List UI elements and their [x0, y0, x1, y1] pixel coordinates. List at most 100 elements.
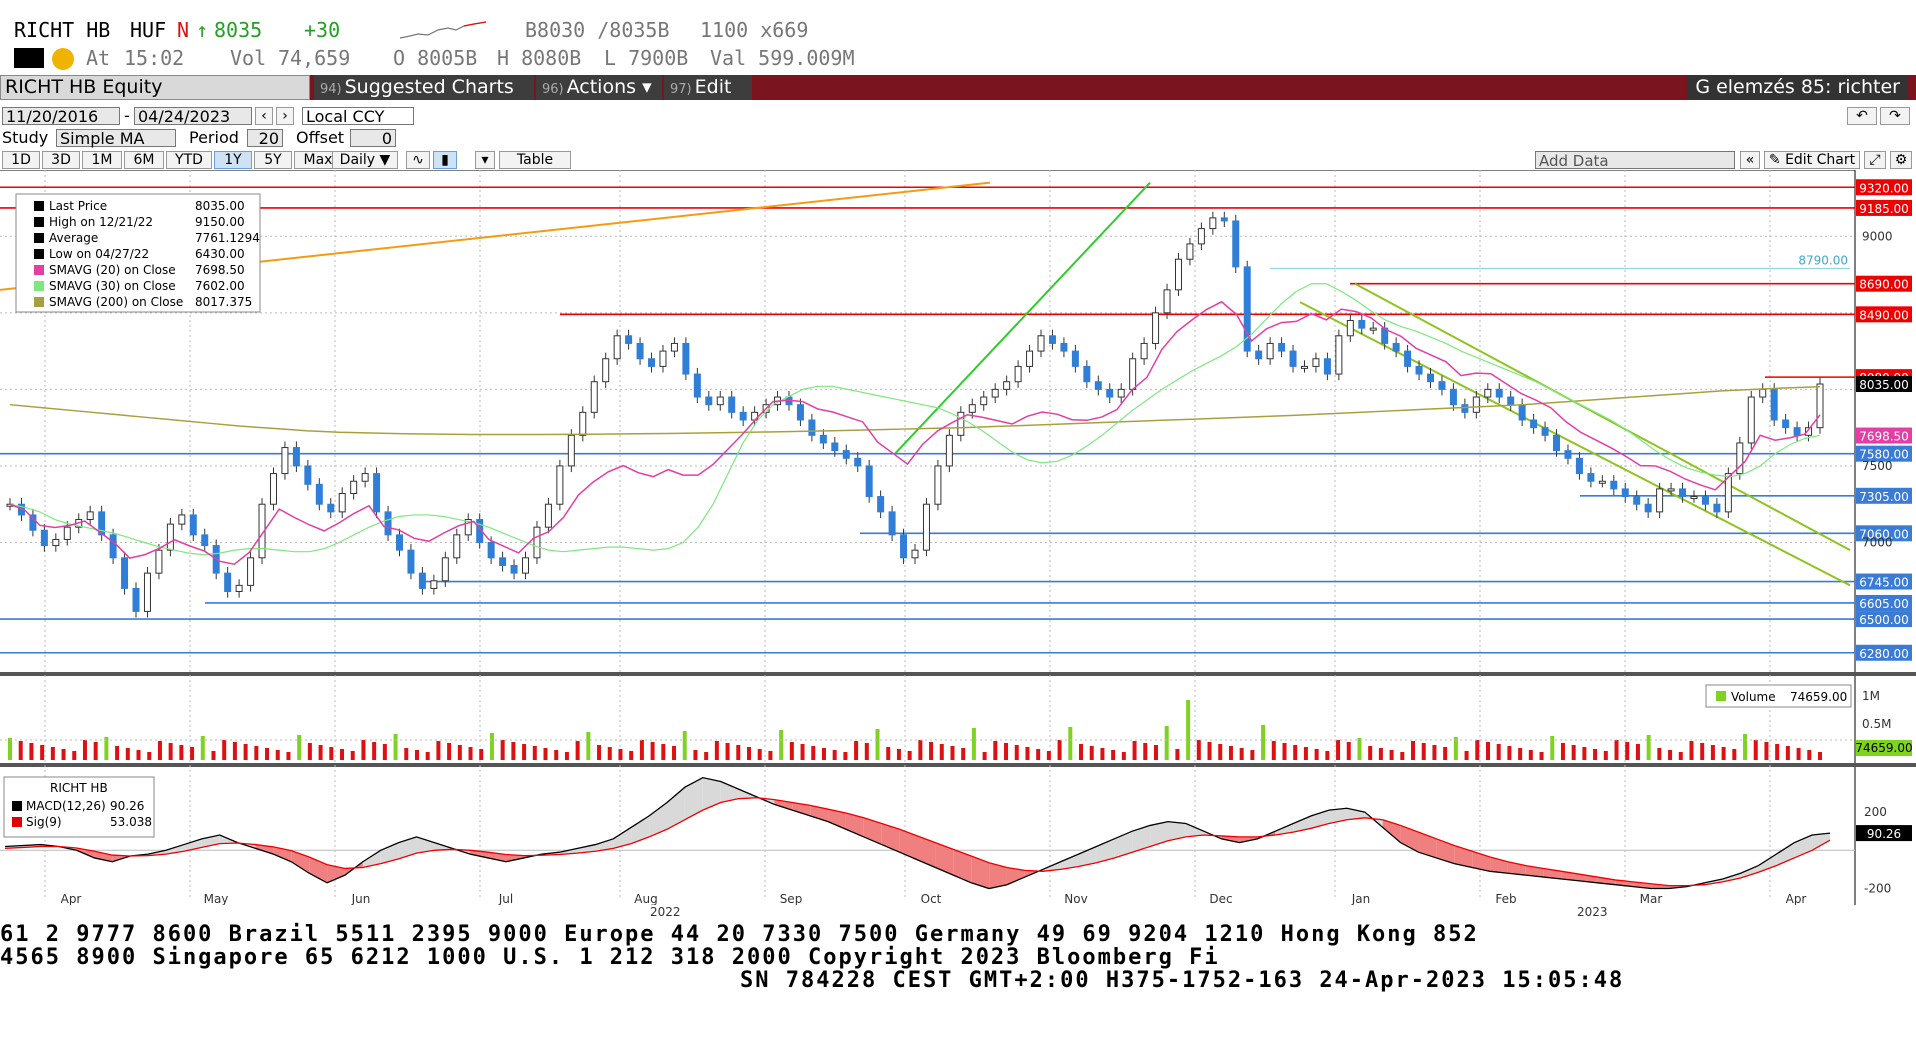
range-6m[interactable]: 6M: [124, 151, 164, 169]
volume-bar: [886, 747, 891, 760]
macd-fill: [1132, 825, 1151, 853]
collapse-icon[interactable]: «: [1740, 151, 1760, 169]
line-chart-icon[interactable]: ∿: [406, 151, 430, 169]
candle-body: [533, 526, 541, 559]
chart-type-dropdown-icon[interactable]: ▾: [475, 151, 495, 169]
legend-swatch: [34, 249, 44, 259]
volume-bar: [1646, 735, 1651, 760]
candle-body: [1575, 457, 1583, 475]
macd-fill: [1651, 883, 1669, 889]
prev-arrow-icon[interactable]: ‹: [255, 107, 273, 125]
candle-body: [1541, 427, 1549, 436]
x-month-label: Sep: [780, 892, 803, 905]
volume-bar: [414, 750, 419, 760]
volume-bar: [1721, 747, 1726, 760]
x-month-label: Feb: [1495, 892, 1516, 905]
price-legend: Last Price 8035.00 High on 12/21/22 9150.00…: [15, 193, 261, 313]
frequency-select[interactable]: Daily ▼: [332, 151, 398, 169]
volume-bar: [104, 737, 109, 760]
hline-label: 7580.00: [1859, 448, 1909, 462]
macd-fill: [291, 850, 310, 874]
volume-bar: [725, 743, 730, 760]
page-title: G elemzés 85: richter: [1687, 75, 1908, 100]
hline-label-bg: [1856, 275, 1912, 292]
table-button[interactable]: Table: [499, 151, 571, 169]
actions-menu[interactable]: 96) Actions ▾: [536, 75, 662, 100]
volume-bar: [768, 751, 773, 760]
candle-body: [1564, 450, 1572, 459]
macd-fill: [273, 846, 292, 862]
range-1d[interactable]: 1D: [2, 151, 40, 169]
volume-bar: [1678, 752, 1683, 760]
period-field[interactable]: 20: [247, 129, 283, 148]
macd-legend-value: 90.26: [110, 799, 144, 813]
candle-body: [556, 465, 564, 505]
end-date-field[interactable]: 04/24/2023: [134, 107, 252, 126]
volume: 74,659: [278, 46, 351, 70]
volume-bar: [854, 741, 859, 760]
candle-body: [430, 580, 438, 589]
volume-bar: [597, 745, 602, 760]
volume-bar: [1785, 746, 1790, 760]
candle-body: [1805, 427, 1813, 436]
volume-bar: [950, 746, 955, 760]
candle-body: [304, 465, 312, 485]
macd-line: [4, 776, 1831, 890]
at-label: At: [86, 46, 111, 70]
macd-fill: [94, 851, 113, 862]
open-price: O 8005B: [393, 46, 478, 70]
edit-menu[interactable]: 97) Edit ▾: [664, 75, 752, 125]
gauge-icon: [52, 48, 74, 70]
candle-body: [1060, 342, 1068, 352]
range-3d[interactable]: 3D: [42, 151, 80, 169]
candle-body: [1770, 388, 1778, 421]
volume-bar: [479, 749, 484, 760]
study-select[interactable]: Simple MA: [56, 129, 176, 148]
next-arrow-icon[interactable]: ›: [276, 107, 294, 125]
undo-icon[interactable]: ↶: [1847, 107, 1877, 125]
legend-value: 6430.00: [195, 247, 245, 261]
volume-legend-name: Volume: [1731, 690, 1776, 704]
candle-chart-icon[interactable]: ▮: [433, 151, 457, 169]
volume-bar: [29, 743, 34, 760]
candle-body: [338, 493, 346, 513]
currency-select[interactable]: Local CCY: [302, 107, 414, 126]
volume-bar: [457, 745, 462, 760]
candle-body: [132, 587, 140, 612]
volume-bar: [147, 752, 152, 760]
candle-body: [670, 342, 678, 352]
edit-chart-button[interactable]: ✎ Edit Chart: [1764, 151, 1860, 169]
volume-bar: [468, 747, 473, 760]
price-chart[interactable]: 9320.009185.008690.008490.008080.007580.…: [0, 170, 1916, 905]
x-month-label: May: [204, 892, 229, 905]
start-date-field[interactable]: 11/20/2016: [2, 107, 120, 126]
settings-icon[interactable]: ⚙: [1890, 151, 1912, 169]
suggested-charts-menu[interactable]: 94)Suggested Charts ▾: [314, 75, 534, 125]
candle-body: [1243, 266, 1251, 352]
volume-bar: [1453, 737, 1458, 760]
macd-fill: [1185, 823, 1204, 837]
range-1y[interactable]: 1Y: [214, 151, 252, 169]
add-data-field[interactable]: Add Data: [1535, 151, 1735, 170]
volume-bar: [1282, 743, 1287, 760]
macd-fill: [1346, 808, 1365, 820]
macd-fill: [488, 852, 506, 862]
currency: HUF: [130, 18, 167, 42]
hline-label: 6745.00: [1859, 576, 1909, 590]
x-month-label: Jul: [498, 892, 513, 905]
security-field[interactable]: RICHT HB Equity: [0, 75, 310, 100]
redo-icon[interactable]: ↷: [1880, 107, 1910, 125]
candle-body: [155, 549, 163, 574]
candle-body: [636, 342, 644, 360]
range-ytd[interactable]: YTD: [166, 151, 212, 169]
volume-bar: [918, 740, 923, 760]
range-1m[interactable]: 1M: [82, 151, 122, 169]
trendline-channel-low: [1299, 301, 1851, 587]
terminal-icon: [14, 48, 44, 68]
fullscreen-icon[interactable]: ⤢: [1864, 151, 1886, 169]
trendline-green: [894, 181, 1151, 455]
offset-field[interactable]: 0: [350, 129, 396, 148]
volume-bar: [1753, 740, 1758, 760]
volume-bar: [372, 742, 377, 760]
range-5y[interactable]: 5Y: [254, 151, 292, 169]
